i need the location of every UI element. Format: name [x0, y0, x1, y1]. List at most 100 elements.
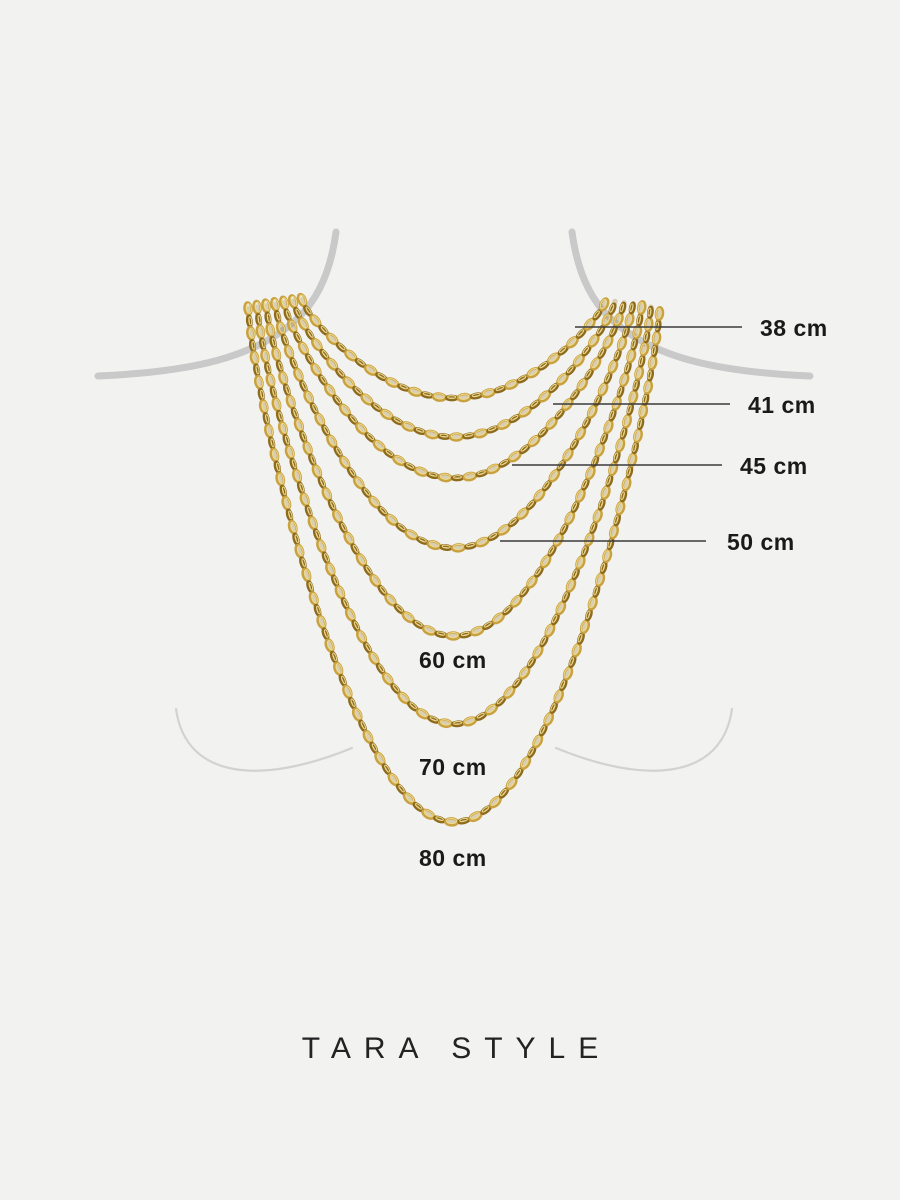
chain-link-highlight: [636, 315, 641, 325]
chain-link-highlight: [334, 395, 342, 404]
chain-link-highlight: [598, 348, 605, 357]
chain-link-highlight: [620, 491, 625, 501]
chain-link-highlight: [606, 476, 611, 485]
chain-link-highlight: [312, 364, 321, 375]
chain-link-highlight: [482, 389, 494, 396]
chain-link-highlight: [655, 308, 662, 319]
chain-link-highlight: [464, 472, 476, 479]
chain-link-highlight: [390, 774, 399, 784]
chain-70: [252, 299, 654, 729]
chain-link-highlight: [459, 817, 469, 823]
chain-link-highlight: [450, 433, 462, 440]
chain-link-highlight: [300, 318, 308, 329]
chain-link-highlight: [287, 446, 294, 458]
chain-link-highlight: [509, 518, 517, 525]
chain-80: [243, 301, 665, 827]
chain-link-highlight: [335, 447, 342, 456]
chain-link-highlight: [341, 456, 350, 467]
chain-link-highlight: [528, 747, 534, 756]
chain-link-highlight: [296, 545, 304, 557]
chain-link-highlight: [466, 542, 475, 548]
chain-link-highlight: [608, 463, 616, 474]
chain-link-highlight: [439, 433, 449, 438]
chain-link-highlight: [320, 375, 327, 384]
chain-link-highlight: [483, 621, 492, 628]
chain-link-highlight: [585, 533, 592, 545]
chain-link-highlight: [371, 575, 380, 585]
chain-link-highlight: [307, 354, 314, 363]
chain-link-highlight: [499, 788, 507, 797]
chain-link-highlight: [518, 375, 527, 382]
chain-link-highlight: [353, 621, 360, 630]
chain-link-highlight: [338, 343, 346, 351]
chain-link-highlight: [354, 708, 362, 720]
chain-link-highlight: [245, 303, 252, 315]
chain-link-highlight: [320, 478, 326, 487]
chain-link-highlight: [655, 321, 660, 331]
chain-link-highlight: [585, 610, 591, 620]
chain-link-highlight: [486, 704, 496, 713]
chain-link-highlight: [539, 391, 549, 401]
chain-link-highlight: [576, 556, 584, 568]
chain-link-highlight: [617, 386, 623, 396]
chain-link-highlight: [316, 605, 321, 615]
chain-link-highlight: [310, 517, 318, 528]
chain-link-highlight: [277, 473, 285, 485]
chain-link-highlight: [330, 500, 336, 510]
chain-link-highlight: [274, 398, 281, 410]
chain-link-highlight: [294, 470, 302, 481]
chain-link-highlight: [647, 370, 652, 380]
chain-link-highlight: [398, 784, 405, 793]
chain-link-highlight: [286, 346, 294, 357]
chain-link-highlight: [534, 490, 543, 500]
chain-link-highlight: [527, 658, 534, 667]
chain-link-highlight: [570, 439, 577, 448]
chain-link-highlight: [533, 735, 541, 746]
chain-link-highlight: [619, 303, 625, 313]
chain-link-highlight: [406, 530, 417, 538]
chain-link-highlight: [289, 320, 297, 332]
chain-link-highlight: [307, 506, 312, 516]
chain-link-highlight: [560, 524, 567, 533]
chain-link-highlight: [447, 632, 459, 639]
chain-link-highlight: [538, 428, 546, 436]
chain-link-highlight: [276, 311, 281, 321]
chain-link-highlight: [652, 332, 659, 344]
chain-link-highlight: [608, 361, 616, 372]
chain-link-highlight: [295, 308, 301, 317]
chain-link-highlight: [301, 558, 306, 567]
chain-link-highlight: [643, 332, 648, 342]
chain-link-highlight: [295, 332, 302, 342]
chain-link-highlight: [633, 380, 638, 390]
chain-link-highlight: [291, 459, 297, 469]
size-label-45: 45 cm: [740, 453, 808, 479]
chain-link-highlight: [458, 393, 470, 400]
chain-link-highlight: [299, 483, 304, 492]
chain-link-highlight: [248, 327, 255, 339]
chain-link-highlight: [323, 629, 329, 638]
chain-link-highlight: [406, 463, 415, 469]
chain-link-highlight: [598, 499, 604, 509]
chain-link-highlight: [609, 526, 617, 537]
chain-link-highlight: [261, 339, 266, 349]
chain-link-highlight: [415, 427, 425, 433]
chain-link-highlight: [260, 389, 265, 399]
chain-link-highlight: [648, 357, 655, 368]
chain-link-highlight: [288, 510, 293, 520]
chain-link-highlight: [593, 586, 598, 596]
chain-link-highlight: [295, 369, 303, 380]
chain-link-highlight: [600, 563, 606, 572]
chain-link-highlight: [265, 414, 270, 423]
chain-link-highlight: [303, 569, 311, 580]
chain-link-highlight: [365, 643, 372, 652]
chain-link-highlight: [275, 462, 281, 472]
chain-41: [287, 294, 618, 442]
chain-link-highlight: [429, 716, 439, 722]
chain-link-highlight: [627, 404, 632, 414]
chain-link-highlight: [520, 757, 529, 768]
chain-link-highlight: [546, 418, 556, 428]
chain-link-highlight: [590, 523, 596, 532]
chain-link-highlight: [558, 346, 567, 354]
chain-link-highlight: [404, 612, 414, 621]
chain-link-highlight: [591, 358, 599, 369]
